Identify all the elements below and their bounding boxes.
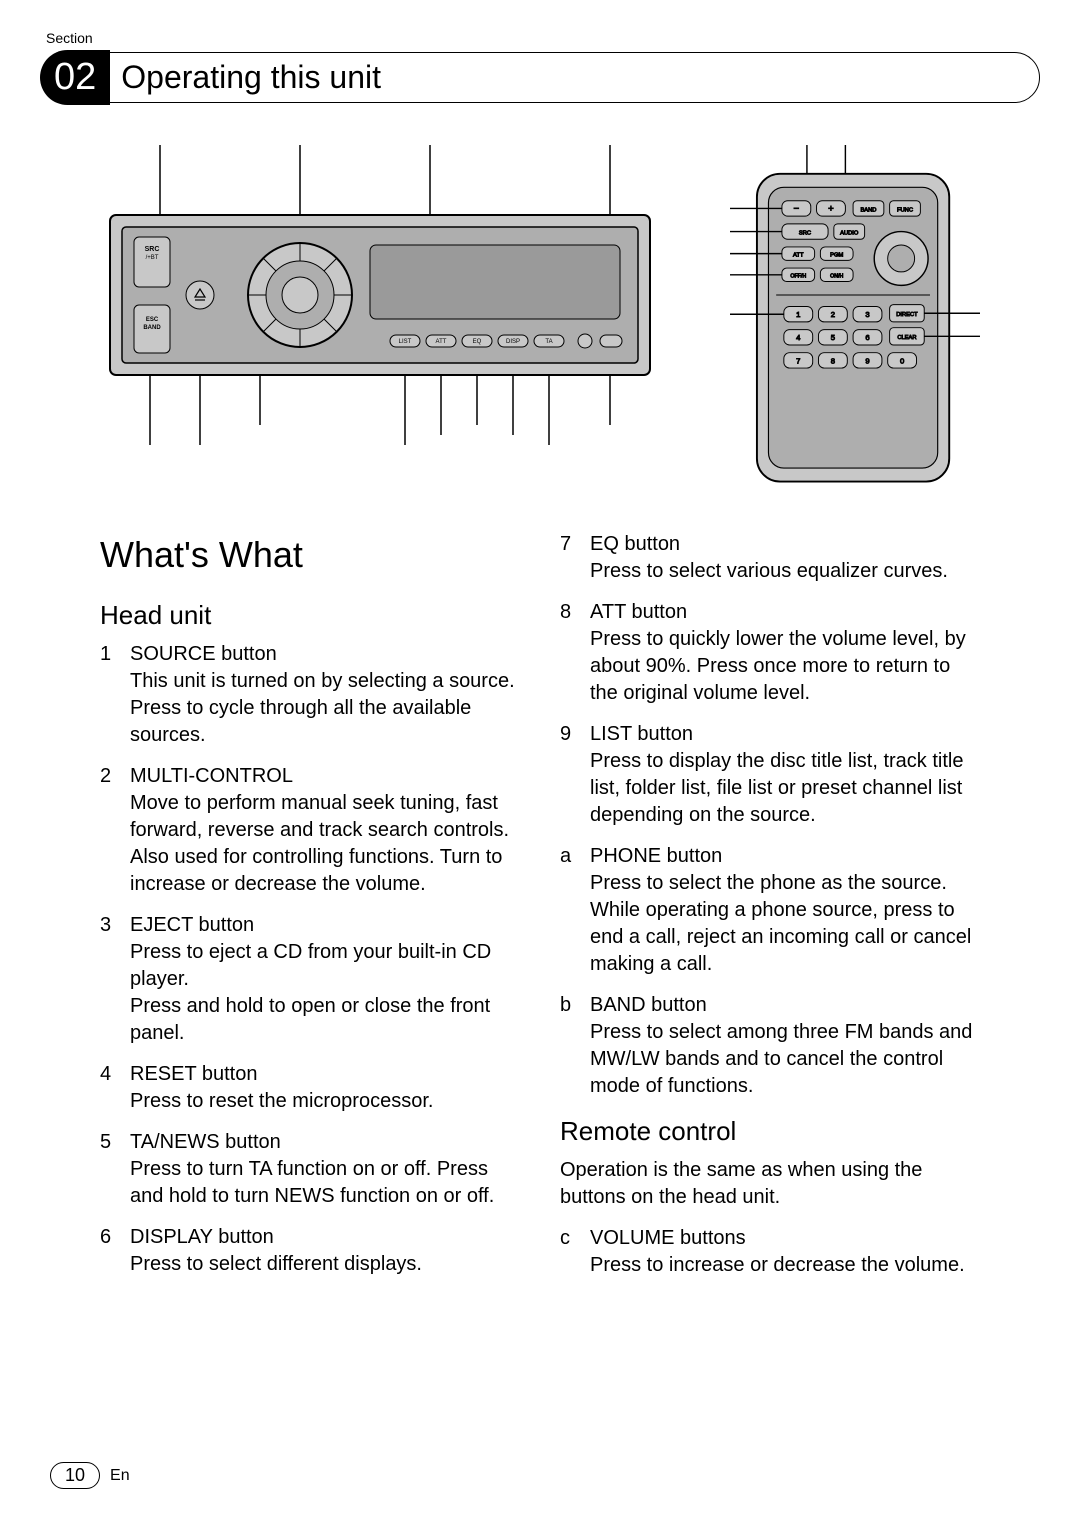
head-unit-diagram: SRC /+BT ESC BAND <box>100 145 660 445</box>
section-label: Section <box>46 30 1040 46</box>
item-marker: b <box>560 992 590 1100</box>
svg-text:DIRECT: DIRECT <box>896 312 918 318</box>
item-marker: a <box>560 843 590 978</box>
list-item: a PHONE button Press to select the phone… <box>560 843 980 978</box>
diagram-row: SRC /+BT ESC BAND <box>100 145 980 491</box>
item-desc: Press to display the disc title list, tr… <box>590 750 963 826</box>
svg-text:BAND: BAND <box>860 207 876 213</box>
item-desc: Press to turn TA function on or off. Pre… <box>130 1158 494 1207</box>
remote-diagram: − + BAND FUNC SRC AUDIO ATT PGM OFF/H ON… <box>730 145 980 491</box>
svg-text:ATT: ATT <box>793 253 804 259</box>
item-label: BAND button <box>590 992 980 1019</box>
page-root: Section 02 Operating this unit SRC /+BT … <box>0 0 1080 1529</box>
list-item: 6 DISPLAY button Press to select differe… <box>100 1224 520 1278</box>
svg-text:TA: TA <box>545 339 552 345</box>
svg-text:AUDIO: AUDIO <box>840 230 859 236</box>
left-column: What's What Head unit 1 SOURCE button Th… <box>100 531 520 1293</box>
list-item: 5 TA/NEWS button Press to turn TA functi… <box>100 1129 520 1210</box>
item-label: VOLUME buttons <box>590 1225 980 1252</box>
item-desc: Move to perform manual seek tuning, fast… <box>130 792 509 895</box>
svg-text:EQ: EQ <box>473 339 482 345</box>
language-label: En <box>110 1467 130 1485</box>
svg-text:OFF/H: OFF/H <box>790 274 806 280</box>
svg-text:CLEAR: CLEAR <box>897 335 916 341</box>
list-item: 1 SOURCE button This unit is turned on b… <box>100 641 520 749</box>
item-desc: Press to quickly lower the volume level,… <box>590 628 966 704</box>
svg-text:4: 4 <box>796 333 801 342</box>
list-item: 3 EJECT button Press to eject a CD from … <box>100 912 520 1047</box>
item-label: RESET button <box>130 1061 520 1088</box>
list-item: 8 ATT button Press to quickly lower the … <box>560 599 980 707</box>
item-desc: Press to select various equalizer curves… <box>590 560 948 582</box>
content-columns: What's What Head unit 1 SOURCE button Th… <box>40 531 1040 1293</box>
item-desc: Press to increase or decrease the volume… <box>590 1254 965 1276</box>
remote-heading: Remote control <box>560 1114 980 1149</box>
svg-text:9: 9 <box>865 356 869 365</box>
svg-text:PGM: PGM <box>830 253 843 259</box>
item-label: SOURCE button <box>130 641 520 668</box>
item-marker: 8 <box>560 599 590 707</box>
svg-text:DISP: DISP <box>506 339 520 345</box>
svg-text:FUNC: FUNC <box>897 207 913 213</box>
svg-text:3: 3 <box>865 310 869 319</box>
item-marker: 3 <box>100 912 130 1047</box>
item-marker: 9 <box>560 721 590 829</box>
svg-text:SRC: SRC <box>799 230 811 236</box>
section-title: Operating this unit <box>82 52 1040 103</box>
item-desc: This unit is turned on by selecting a so… <box>130 670 515 746</box>
item-label: TA/NEWS button <box>130 1129 520 1156</box>
remote-intro: Operation is the same as when using the … <box>560 1157 980 1211</box>
item-label: MULTI-CONTROL <box>130 763 520 790</box>
item-label: PHONE button <box>590 843 980 870</box>
item-desc: Press to select the phone as the source.… <box>590 872 971 975</box>
svg-text:7: 7 <box>796 356 800 365</box>
main-heading: What's What <box>100 531 520 580</box>
svg-text:/+BT: /+BT <box>146 255 159 261</box>
item-marker: 2 <box>100 763 130 898</box>
svg-text:5: 5 <box>831 333 835 342</box>
item-marker: 5 <box>100 1129 130 1210</box>
item-label: EQ button <box>590 531 980 558</box>
list-item: 9 LIST button Press to display the disc … <box>560 721 980 829</box>
svg-text:ON/H: ON/H <box>830 274 843 280</box>
svg-text:LIST: LIST <box>399 339 412 345</box>
item-desc: Press to eject a CD from your built-in C… <box>130 941 491 1044</box>
svg-text:0: 0 <box>900 356 904 365</box>
item-marker: c <box>560 1225 590 1279</box>
section-number-pill: 02 <box>40 50 110 105</box>
svg-text:ESC: ESC <box>146 317 159 323</box>
item-marker: 1 <box>100 641 130 749</box>
right-column: 7 EQ button Press to select various equa… <box>560 531 980 1293</box>
list-item: c VOLUME buttons Press to increase or de… <box>560 1225 980 1279</box>
svg-text:+: + <box>828 203 834 214</box>
item-label: ATT button <box>590 599 980 626</box>
item-desc: Press to select different displays. <box>130 1253 422 1275</box>
list-item: 4 RESET button Press to reset the microp… <box>100 1061 520 1115</box>
page-number: 10 <box>50 1462 100 1489</box>
item-marker: 4 <box>100 1061 130 1115</box>
page-footer: 10 En <box>50 1462 130 1489</box>
item-label: LIST button <box>590 721 980 748</box>
svg-text:2: 2 <box>831 310 835 319</box>
head-unit-heading: Head unit <box>100 598 520 633</box>
svg-text:−: − <box>794 203 800 214</box>
item-marker: 6 <box>100 1224 130 1278</box>
svg-text:6: 6 <box>865 333 869 342</box>
item-marker: 7 <box>560 531 590 585</box>
svg-text:ATT: ATT <box>436 339 447 345</box>
item-desc: Press to select among three FM bands and… <box>590 1021 972 1097</box>
item-desc: Press to reset the microprocessor. <box>130 1090 433 1112</box>
list-item: 2 MULTI-CONTROL Move to perform manual s… <box>100 763 520 898</box>
item-label: DISPLAY button <box>130 1224 520 1251</box>
svg-text:SRC: SRC <box>145 246 160 253</box>
svg-text:BAND: BAND <box>143 325 161 331</box>
svg-text:8: 8 <box>831 356 835 365</box>
svg-text:1: 1 <box>796 310 800 319</box>
list-item: b BAND button Press to select among thre… <box>560 992 980 1100</box>
item-label: EJECT button <box>130 912 520 939</box>
list-item: 7 EQ button Press to select various equa… <box>560 531 980 585</box>
title-bar: 02 Operating this unit <box>40 50 1040 105</box>
